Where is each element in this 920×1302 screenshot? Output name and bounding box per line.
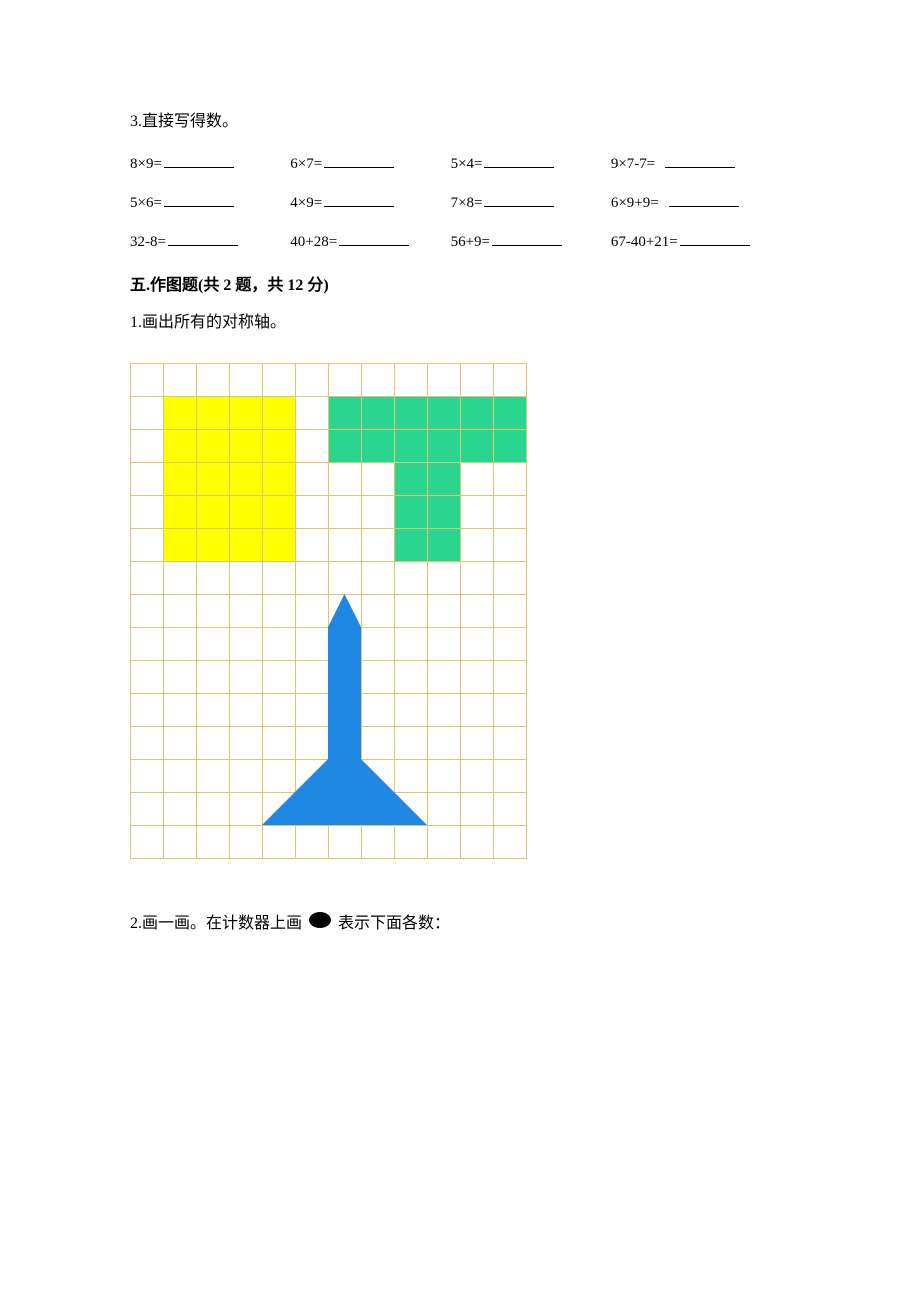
answer-blank[interactable]: [324, 154, 394, 168]
eq-text: 5×4=: [451, 156, 483, 173]
answer-blank[interactable]: [339, 232, 409, 246]
equation-row-1: 8×9= 6×7= 5×4= 9×7-7=: [130, 154, 790, 173]
eq-text: 56+9=: [451, 234, 490, 251]
eq-cell: 8×9=: [130, 154, 290, 173]
answer-blank[interactable]: [665, 154, 735, 168]
eq-text: 8×9=: [130, 156, 162, 173]
eq-cell: 56+9=: [451, 232, 611, 251]
eq-text: 5×6=: [130, 195, 162, 212]
section-5-title: 五.作图题(共 2 题，共 12 分): [130, 271, 790, 295]
eq-cell: 9×7-7=: [611, 154, 790, 173]
eq-cell: 7×8=: [451, 193, 611, 212]
symmetry-grid-figure: [130, 363, 790, 859]
eq-cell: 40+28=: [290, 232, 450, 251]
eq-cell: 5×4=: [451, 154, 611, 173]
eq-text: 67-40+21=: [611, 234, 678, 251]
question-3-title: 3.直接写得数。: [130, 110, 790, 134]
eq-text: 32-8=: [130, 234, 166, 251]
eq-cell: 67-40+21=: [611, 232, 790, 251]
answer-blank[interactable]: [324, 193, 394, 207]
eq-cell: 6×9+9=: [611, 193, 790, 212]
question-5-1-title: 1.画出所有的对称轴。: [130, 311, 790, 335]
equation-row-3: 32-8= 40+28= 56+9= 67-40+21=: [130, 232, 790, 251]
eq-text: 7×8=: [451, 195, 483, 212]
q5-2-text-before: 2.画一画。在计数器上画: [130, 909, 302, 933]
answer-blank[interactable]: [484, 154, 554, 168]
answer-blank[interactable]: [164, 154, 234, 168]
question-5-2-title: 2.画一画。在计数器上画 表示下面各数：: [130, 907, 790, 934]
eq-cell: 32-8=: [130, 232, 290, 251]
answer-blank[interactable]: [164, 193, 234, 207]
eq-text: 4×9=: [290, 195, 322, 212]
eq-cell: 6×7=: [290, 154, 450, 173]
eq-text: 6×7=: [290, 156, 322, 173]
eq-cell: 4×9=: [290, 193, 450, 212]
answer-blank[interactable]: [680, 232, 750, 246]
eq-text: 6×9+9=: [611, 195, 659, 212]
answer-blank[interactable]: [669, 193, 739, 207]
answer-blank[interactable]: [484, 193, 554, 207]
eq-cell: 5×6=: [130, 193, 290, 212]
answer-blank[interactable]: [492, 232, 562, 246]
answer-blank[interactable]: [168, 232, 238, 246]
eq-text: 40+28=: [290, 234, 337, 251]
grid-table: [130, 363, 527, 859]
equation-row-2: 5×6= 4×9= 7×8= 6×9+9=: [130, 193, 790, 212]
q5-2-text-after: 表示下面各数：: [338, 909, 450, 933]
bead-icon: [308, 907, 332, 934]
eq-text: 9×7-7=: [611, 156, 655, 173]
